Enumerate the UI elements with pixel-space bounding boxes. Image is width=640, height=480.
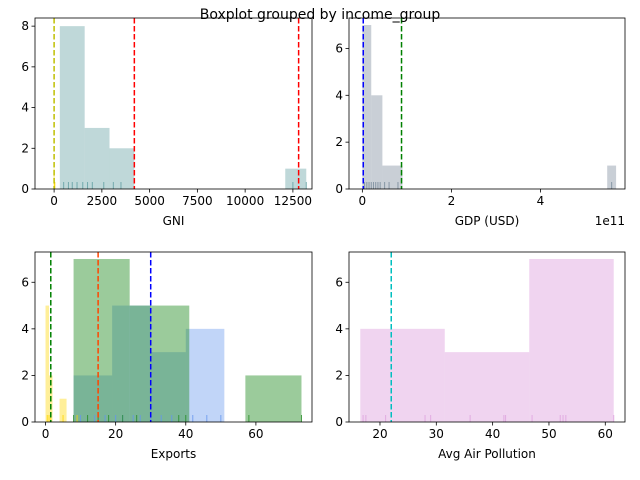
x-axis-label: Exports	[151, 447, 197, 461]
y-tick-label: 0	[335, 415, 343, 429]
histogram-bar	[245, 375, 302, 422]
x-tick-label: 7500	[182, 194, 213, 208]
axes-frame	[34, 251, 313, 423]
histogram-bar	[73, 375, 113, 422]
y-tick-label: 4	[335, 88, 343, 102]
figure-title: Boxplot grouped by income_group	[199, 7, 441, 23]
x-tick-label: 20	[108, 427, 123, 441]
histogram-bar	[382, 165, 403, 189]
y-tick-label: 2	[21, 141, 29, 155]
x-tick-label: 12500	[274, 194, 312, 208]
x-tick-label: 0	[359, 194, 367, 208]
plot-area	[362, 18, 617, 189]
x-tick-label: 60	[248, 427, 263, 441]
histogram-bar	[112, 305, 151, 422]
y-tick-label: 4	[21, 322, 29, 336]
y-tick-label: 0	[21, 415, 29, 429]
axes-frame	[34, 17, 313, 190]
subplot-3: 0 20 40 60 0 2 4 6 Exports	[21, 251, 313, 461]
axes-frame	[348, 251, 626, 423]
histogram-bar	[45, 305, 50, 422]
plot-area	[360, 252, 615, 422]
x-tick-label: 2	[448, 194, 456, 208]
y-tick-label: 6	[21, 275, 29, 289]
x-tick-label: 5000	[134, 194, 165, 208]
histogram-bar	[360, 328, 445, 422]
subplot-2: 0 2 4 0 2 4 6 GDP (USD) 1e11	[335, 17, 626, 228]
x-tick-label: 40	[485, 427, 500, 441]
histogram-bar	[185, 328, 225, 422]
histogram-bar	[150, 352, 186, 422]
histogram-bar	[371, 95, 383, 189]
y-tick-label: 6	[21, 60, 29, 74]
histogram-bar	[607, 165, 617, 189]
x-tick-label: 0	[50, 194, 58, 208]
axes-frame	[348, 17, 626, 190]
y-tick-label: 4	[335, 322, 343, 336]
x-tick-label: 2500	[87, 194, 118, 208]
subplot-4: 20 30 40 50 60 0 2 4 6 Avg Air Pollution	[335, 251, 626, 461]
x-axis-label: Avg Air Pollution	[438, 447, 536, 461]
x-axis-label: GNI	[163, 214, 185, 228]
x-tick-label: 40	[178, 427, 193, 441]
histogram-bar	[59, 26, 85, 189]
histogram-bar	[285, 168, 307, 189]
x-tick-label: 60	[598, 427, 613, 441]
x-offset-label: 1e11	[595, 214, 625, 228]
y-tick-label: 2	[335, 368, 343, 382]
x-tick-label: 30	[429, 427, 444, 441]
histogram-bar	[129, 305, 190, 422]
y-tick-label: 2	[335, 135, 343, 149]
subplot-1: 0 2500 5000 7500 10000 12500 0 2 4 6 8 GNI	[21, 17, 313, 228]
x-tick-label: 10000	[226, 194, 264, 208]
y-tick-label: 0	[21, 182, 29, 196]
histogram-bar	[84, 127, 110, 189]
y-tick-label: 2	[21, 368, 29, 382]
x-tick-label: 20	[372, 427, 387, 441]
x-axis-label: GDP (USD)	[455, 214, 520, 228]
histogram-bar	[362, 25, 372, 189]
x-tick-label: 4	[537, 194, 545, 208]
histogram-bar	[444, 352, 530, 422]
y-tick-label: 6	[335, 275, 343, 289]
y-tick-label: 0	[335, 182, 343, 196]
histogram-bar	[529, 258, 614, 422]
histogram-bar	[59, 398, 67, 422]
y-tick-label: 4	[21, 101, 29, 115]
x-tick-label: 0	[42, 427, 50, 441]
x-tick-label: 50	[541, 427, 556, 441]
plot-area	[45, 252, 302, 422]
y-tick-label: 6	[335, 41, 343, 55]
histogram-bar	[73, 258, 130, 422]
plot-area	[53, 18, 307, 189]
y-tick-label: 8	[21, 19, 29, 33]
